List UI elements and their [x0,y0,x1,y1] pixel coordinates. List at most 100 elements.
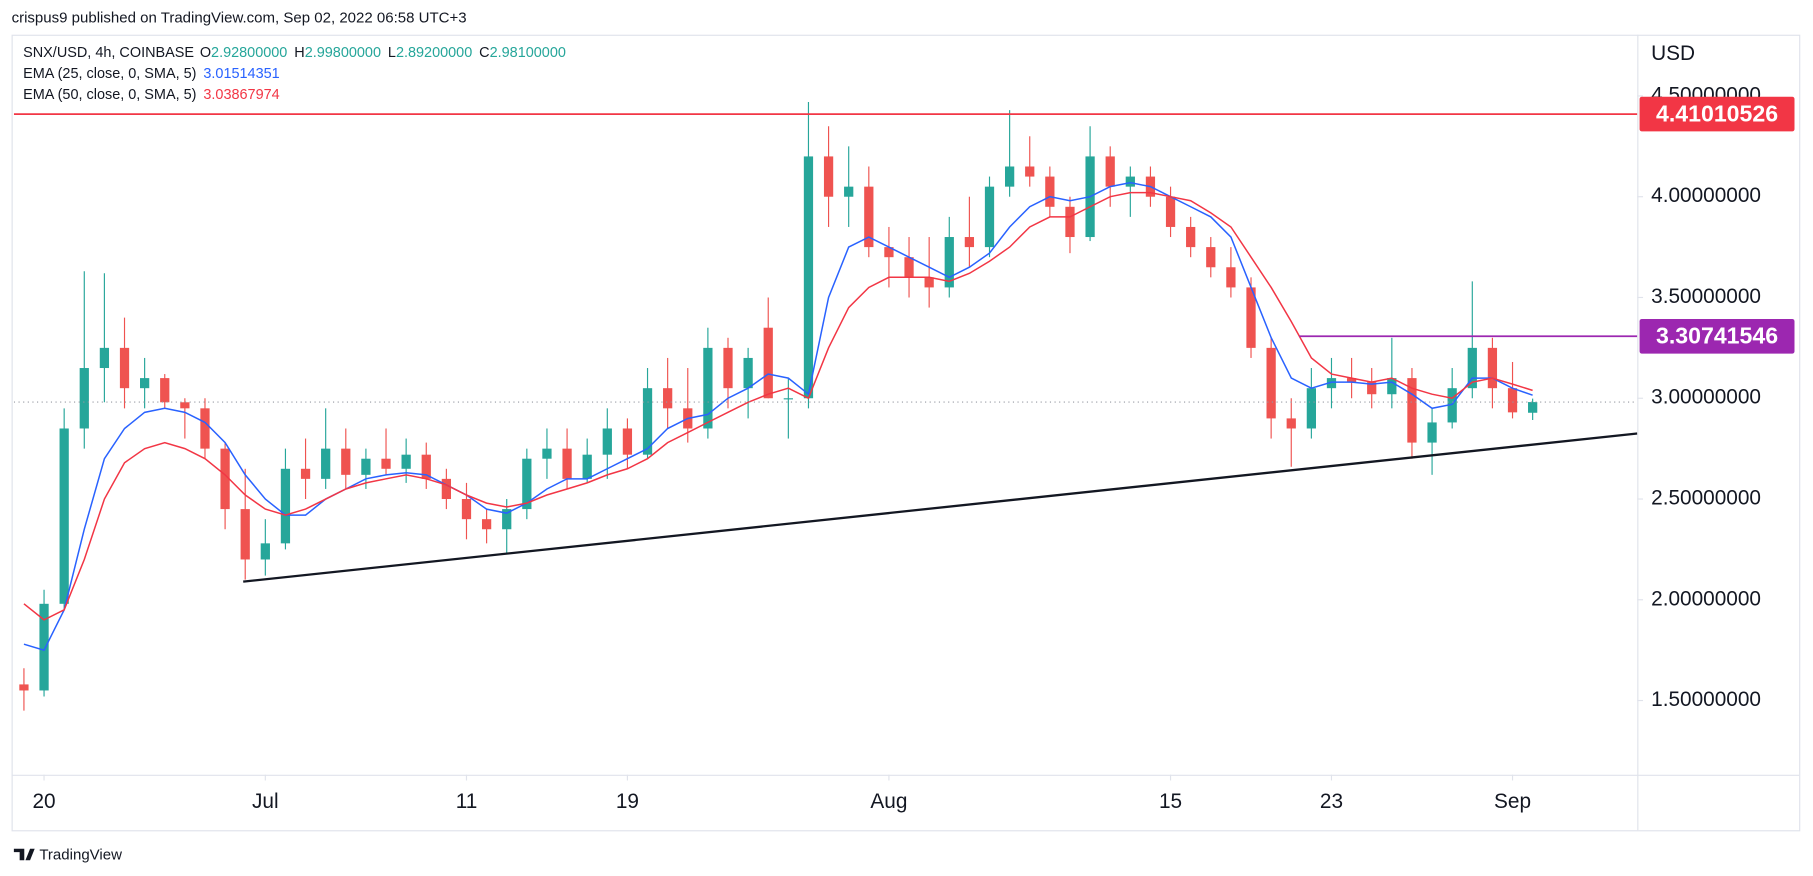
indicator-value: 3.03867974 [203,87,279,103]
candle-body [59,428,69,604]
candle-body [502,509,512,530]
price-tag [1639,96,1795,132]
candle-body [783,398,793,400]
y-tick-label: 1.50000000 [1651,688,1761,711]
y-tick-label: 4.00000000 [1651,184,1761,207]
y-tick-label: 2.00000000 [1651,587,1761,610]
price-tag [1639,318,1795,354]
legend: SNX/USD, 4h, COINBASE O2.92800000 H2.99800… [23,45,566,103]
x-tick-label: Aug [870,790,907,813]
candle-body [1266,347,1276,419]
candle-body [1246,287,1256,348]
candle-body [1165,196,1176,227]
candle-body [99,347,110,369]
candle-body [1005,166,1015,187]
candle-body [984,186,995,248]
candle-body [1206,247,1216,268]
candle-body [1487,347,1498,389]
candle-body [1025,166,1035,177]
candle-body [461,499,472,520]
candle-body [341,448,351,475]
chart-frame [11,34,1801,832]
candle-body [180,402,190,409]
candle-body [1045,176,1055,207]
ohlc-value: 2.92800000 [211,45,287,61]
candle-body [1467,347,1477,389]
y-tick-label: 2.50000000 [1651,487,1761,510]
candle-body [1065,206,1075,238]
legend-indicator: EMA (25, close, 0, SMA, 5) 3.01514351 [23,66,280,82]
ohlc-label: H [294,45,304,61]
ohlc-value: 2.99800000 [305,45,381,61]
candle-body [642,388,653,455]
candle-body [964,237,975,248]
price-tag-label: 3.30741546 [1656,323,1778,349]
x-tick-label: 11 [456,790,478,813]
indicator-name: EMA (50, close, 0, SMA, 5) [23,87,196,103]
candle-body [1447,388,1457,423]
candle-body [260,543,270,560]
candle-body [220,448,230,510]
candle-body [904,257,914,278]
footer-text: TradingView [39,847,122,864]
candle-body [562,448,572,479]
candle-body [522,458,532,510]
candle-body [884,247,894,258]
candle-body [160,378,170,403]
candle-body [140,378,150,389]
ohlc-label: L [388,45,396,61]
candle-body [401,454,411,469]
trendline [243,432,1638,583]
x-tick-label: 19 [616,790,639,813]
legend-indicator: EMA (50, close, 0, SMA, 5) 3.03867974 [23,87,280,103]
x-tick-label: Jul [252,790,279,813]
candle-body [602,428,612,455]
candle-body [723,347,733,389]
candle-body [19,684,29,691]
y-tick-label: 3.00000000 [1651,386,1761,409]
candle-body [864,186,874,248]
ohlc-label: O [200,45,211,61]
candle-body [321,448,331,479]
candle-body [763,327,773,399]
candle-body [1407,378,1417,443]
ohlc-value: 2.98100000 [490,45,566,61]
candle-body [1427,422,1437,443]
candle-body [703,347,713,429]
candle-body [441,478,451,500]
y-tick-label: 3.50000000 [1651,285,1761,308]
ema-line [23,181,1533,652]
symbol: SNX/USD, 4h, COINBASE [23,45,194,61]
candle-body [1105,156,1115,187]
candle-body [803,156,814,399]
footer-logo: TradingView [13,847,122,864]
candle-body [1306,388,1316,429]
candle-body [1507,388,1518,413]
x-tick-label: 20 [32,790,55,813]
candle-body [39,603,49,691]
candle-body [622,428,633,455]
candle-body [944,237,954,288]
candle-body [240,509,250,560]
candle-body [280,468,291,544]
candle-body [844,186,854,197]
x-tick-label: 23 [1320,790,1343,813]
indicator-value: 3.01514351 [203,66,279,82]
candle-body [1346,378,1357,383]
candle-body [361,458,371,475]
candle-body [542,448,552,459]
candle-body [300,468,311,479]
price-tag-label: 4.41010526 [1656,100,1778,126]
candle-body [1186,226,1196,248]
candle-body [743,357,753,389]
candle-body [119,347,130,389]
y-axis-label: USD [1651,42,1695,65]
candle-body [582,454,592,479]
candle-body [79,368,89,429]
candle-body [823,156,834,197]
ohlc-label: C [479,45,489,61]
candle-body [1528,402,1538,413]
candle-body [481,519,492,530]
